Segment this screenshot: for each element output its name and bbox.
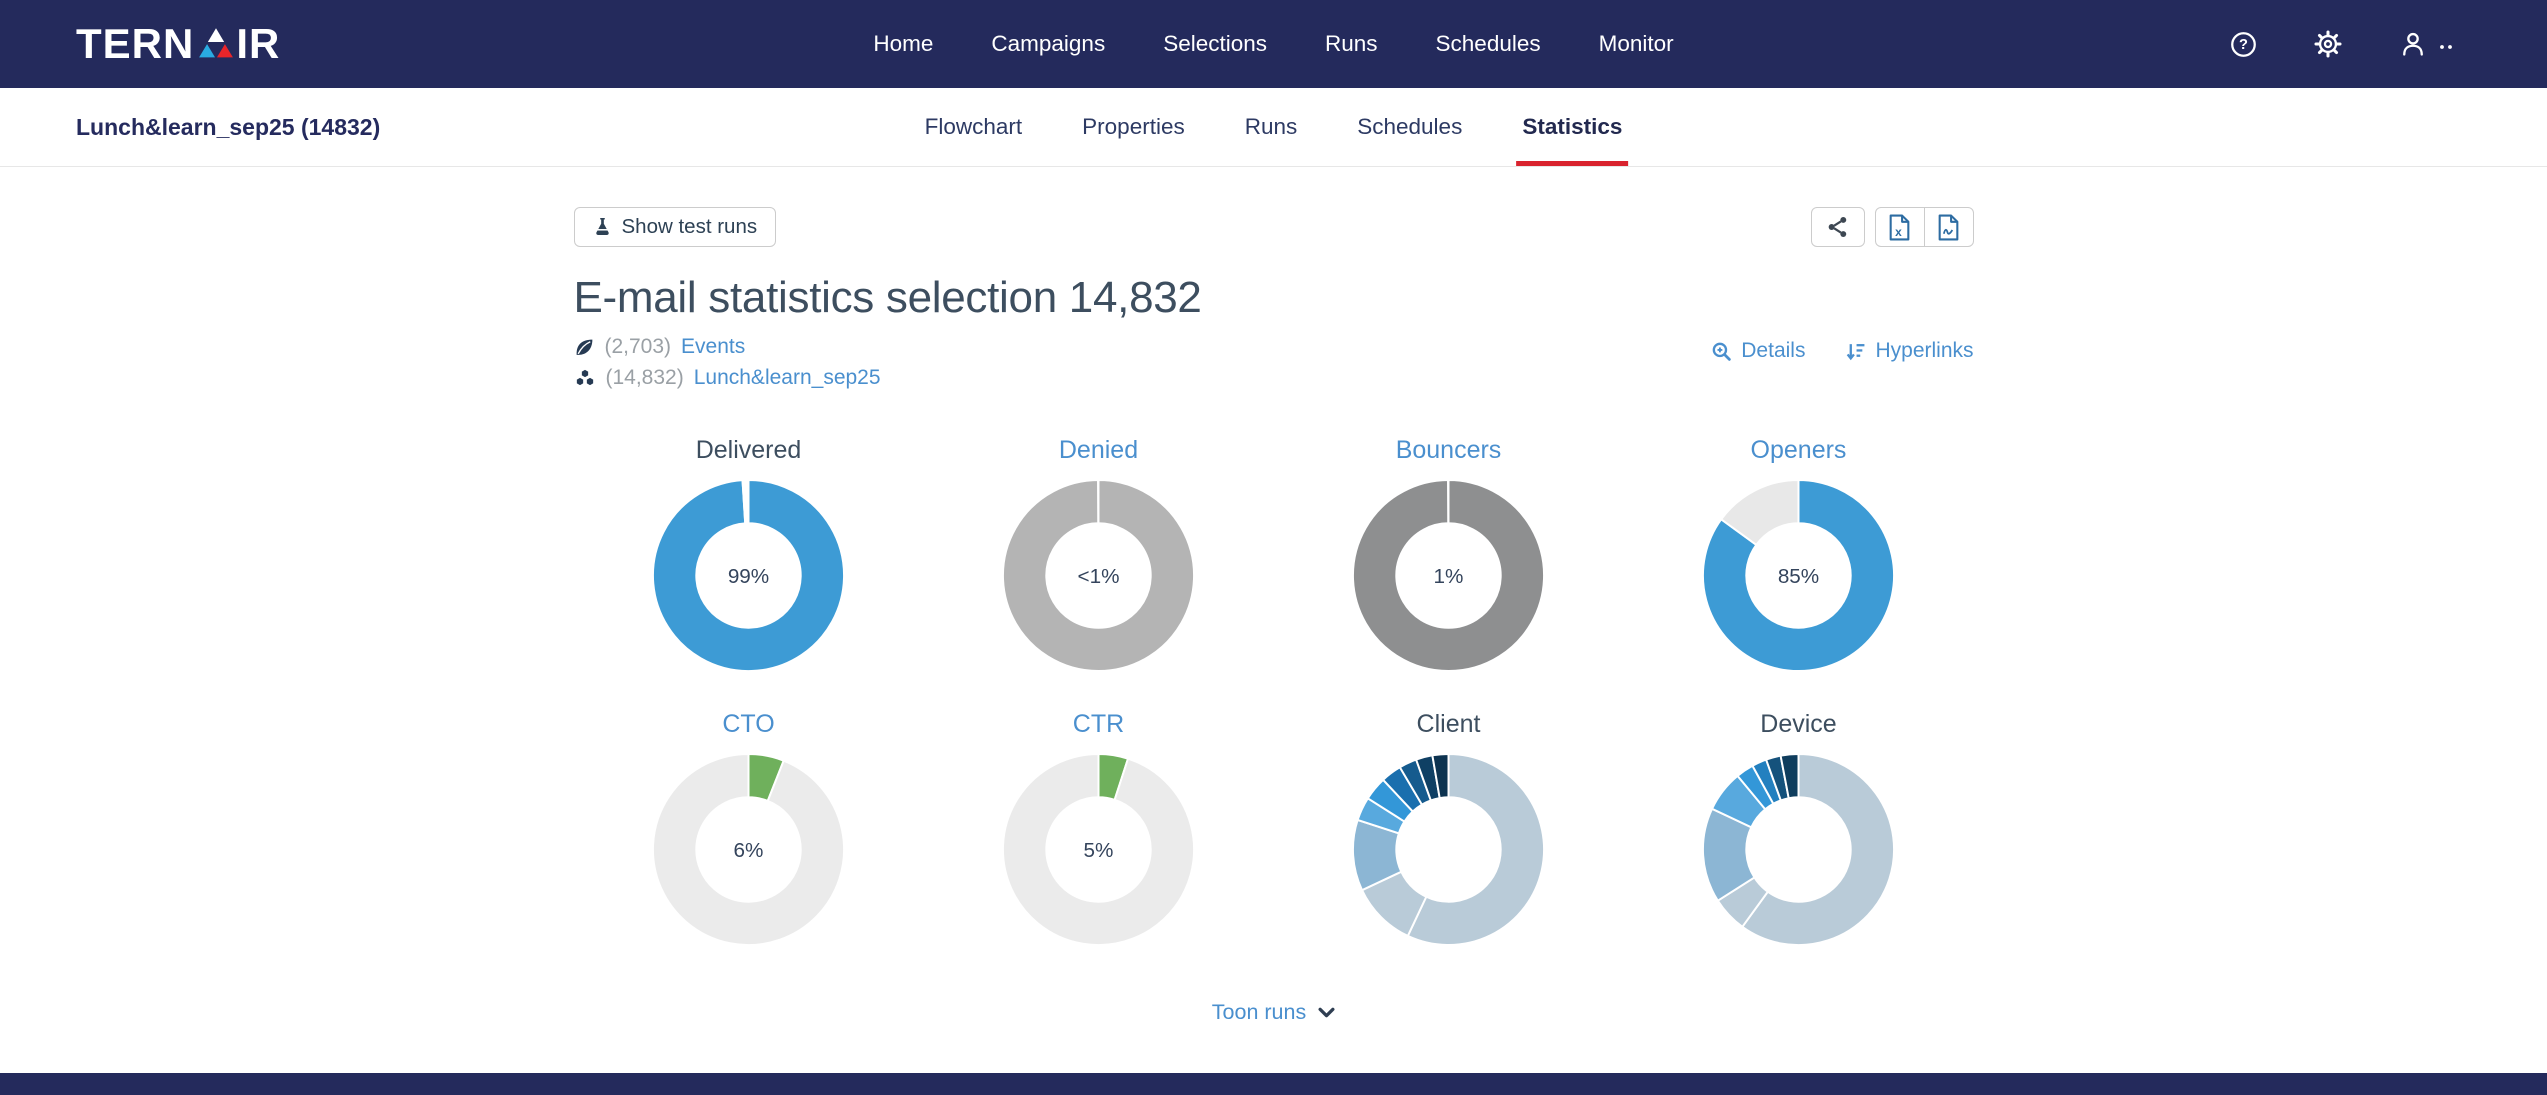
campaign-subheader: Lunch&learn_sep25 (14832) Flowchart Prop… (0, 88, 2547, 167)
donut-delivered: 99% (650, 477, 847, 674)
donut-bouncers: 1% (1350, 477, 1547, 674)
tab-statistics[interactable]: Statistics (1516, 88, 1629, 166)
export-pdf-button[interactable] (1923, 207, 1974, 247)
user-account-icon[interactable] (2399, 30, 2457, 58)
navbar-icons: ? (2230, 30, 2457, 58)
svg-text:x: x (1895, 225, 1902, 239)
tab-schedules[interactable]: Schedules (1357, 114, 1463, 139)
nav-runs[interactable]: Runs (1325, 31, 1378, 56)
donut-openers: 85% (1700, 477, 1897, 674)
chart-delivered: Delivered 99% (574, 436, 924, 674)
selection-count: (14,832) (605, 366, 684, 389)
svg-text:1%: 1% (1434, 565, 1464, 588)
cubes-icon (575, 368, 594, 386)
tab-runs[interactable]: Runs (1244, 114, 1298, 139)
svg-text:?: ? (2239, 37, 2248, 53)
page-title: E-mail statistics selection 14,832 (573, 273, 1202, 322)
export-buttons: x (1810, 207, 1974, 247)
svg-text:5%: 5% (1084, 839, 1114, 862)
svg-text:85%: 85% (1778, 565, 1819, 588)
charts-grid: Delivered 99% Denied <1% Bouncers 1% Ope… (574, 436, 1974, 948)
chart-title-bouncers[interactable]: Bouncers (1395, 436, 1502, 464)
chart-openers: Openers 85% (1624, 436, 1974, 674)
chart-title-denied[interactable]: Denied (1058, 436, 1139, 464)
nav-campaigns[interactable]: Campaigns (991, 31, 1106, 56)
toon-runs-link[interactable]: Toon runs (1211, 1000, 1307, 1024)
donut-client (1350, 751, 1547, 948)
pdf-file-icon (1938, 214, 1959, 240)
chart-title-client: Client (1416, 710, 1481, 738)
chart-client: Client (1274, 710, 1624, 948)
chart-denied: Denied <1% (924, 436, 1274, 674)
donut-device (1700, 751, 1897, 948)
view-actions: Details Hyperlinks (1711, 339, 1974, 363)
settings-gear-icon[interactable] (2314, 30, 2342, 58)
nav-monitor[interactable]: Monitor (1598, 31, 1674, 56)
help-icon[interactable]: ? (2230, 31, 2257, 58)
chart-title-cto[interactable]: CTO (722, 710, 775, 738)
show-test-runs-button[interactable]: Show test runs (573, 207, 777, 247)
donut-denied: <1% (1000, 477, 1197, 674)
chart-title-delivered: Delivered (695, 436, 802, 464)
hyperlinks-link[interactable]: Hyperlinks (1845, 339, 1974, 363)
svg-text:99%: 99% (728, 565, 769, 588)
hyperlinks-label: Hyperlinks (1875, 339, 1974, 362)
share-icon (1828, 216, 1846, 238)
meta-block: (2,703) Events (14,832) Lunch&learn_sep2… (574, 335, 1974, 390)
footer-strip (0, 1073, 2547, 1095)
excel-file-icon: x (1889, 214, 1910, 240)
dropdown-dots-icon (2440, 45, 2452, 49)
tab-bar: Flowchart Properties Runs Schedules Stat… (921, 88, 1629, 166)
chart-title-ctr[interactable]: CTR (1072, 710, 1125, 738)
donut-cto: 6% (650, 751, 847, 948)
show-test-runs-label: Show test runs (621, 215, 758, 238)
brand-text-right: IR (236, 20, 281, 67)
toolbar: Show test runs x (573, 207, 1974, 247)
brand-text-left: TERN (76, 20, 195, 67)
chart-title-device: Device (1760, 710, 1837, 738)
flask-icon (595, 217, 609, 235)
tab-properties[interactable]: Properties (1082, 114, 1185, 139)
tab-flowchart[interactable]: Flowchart (924, 114, 1023, 139)
sort-icon (1847, 343, 1865, 360)
chart-title-openers[interactable]: Openers (1750, 436, 1847, 464)
share-button[interactable] (1810, 207, 1865, 247)
meta-events-row: (2,703) Events (574, 335, 881, 359)
chart-device: Device (1624, 710, 1974, 948)
zoom-in-icon (1712, 342, 1732, 361)
runs-toggle: Toon runs (574, 1000, 1974, 1025)
details-link[interactable]: Details (1711, 339, 1805, 363)
export-excel-button[interactable]: x (1874, 207, 1925, 247)
main-nav: Home Campaigns Selections Runs Schedules… (873, 31, 1673, 57)
breadcrumb: Lunch&learn_sep25 (14832) (76, 113, 381, 140)
events-link[interactable]: Events (681, 335, 746, 358)
nav-schedules[interactable]: Schedules (1435, 31, 1541, 56)
svg-text:6%: 6% (734, 839, 764, 862)
top-navbar: TERN IR Home Campaigns Selections Runs S… (0, 0, 2547, 88)
leaf-icon (576, 339, 592, 355)
chevron-down-icon[interactable] (1318, 1007, 1335, 1018)
statistics-page: Show test runs x (573, 207, 1974, 1025)
brand-triangle-icon (199, 27, 234, 57)
donut-ctr: 5% (1000, 751, 1197, 948)
nav-home[interactable]: Home (873, 31, 934, 56)
events-count: (2,703) (604, 335, 672, 358)
meta-selection-row: (14,832) Lunch&learn_sep25 (574, 366, 881, 390)
chart-bouncers: Bouncers 1% (1274, 436, 1624, 674)
nav-selections[interactable]: Selections (1163, 31, 1268, 56)
svg-text:<1%: <1% (1078, 565, 1120, 588)
brand-logo[interactable]: TERN IR (76, 20, 280, 68)
selection-link[interactable]: Lunch&learn_sep25 (693, 366, 881, 389)
chart-ctr: CTR 5% (924, 710, 1274, 948)
chart-cto: CTO 6% (574, 710, 924, 948)
details-label: Details (1741, 339, 1806, 362)
